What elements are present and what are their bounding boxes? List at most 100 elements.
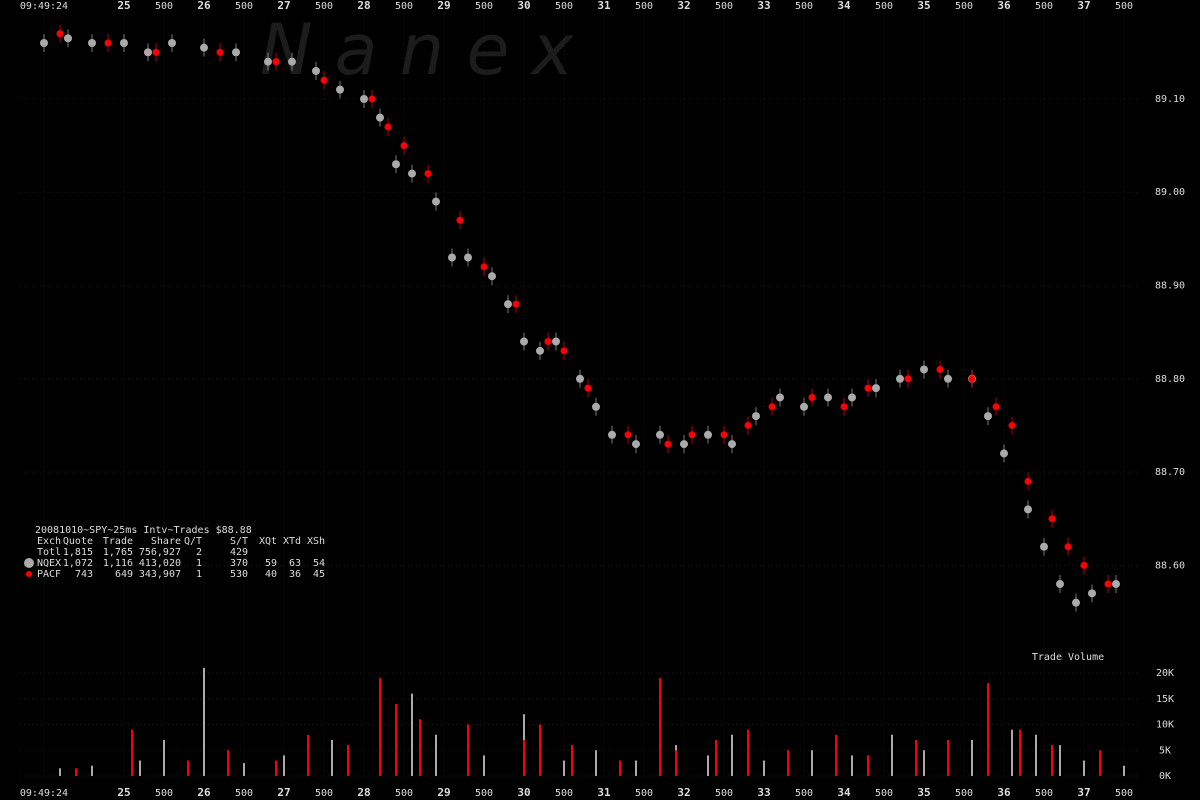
x-tick-label: 27 — [277, 786, 290, 799]
stats-cell: 649 — [115, 569, 133, 580]
volume-title: Trade Volume — [1032, 652, 1104, 663]
legend-label: NQEX — [37, 558, 61, 569]
trade-point — [824, 393, 832, 402]
trade-point — [216, 48, 224, 56]
y2-tick-label: 10K — [1156, 720, 1174, 731]
trade-point — [1104, 580, 1112, 588]
volume-bar — [947, 739, 949, 776]
x-tick-label: 500 — [875, 788, 893, 799]
trade-point — [1056, 580, 1064, 589]
stats-cell: 1,765 — [103, 547, 133, 558]
volume-bar — [915, 739, 917, 776]
trade-point — [1024, 505, 1032, 514]
volume-bar — [467, 724, 469, 776]
trade-point — [560, 347, 568, 355]
stats-cell: 40 — [265, 569, 277, 580]
trade-point — [408, 169, 416, 178]
trade-point — [848, 393, 856, 402]
x-tick-label: 500 — [395, 788, 413, 799]
stats-cell: 343,907 — [139, 569, 181, 580]
x-tick-label: 500 — [715, 1, 733, 12]
volume-bar — [523, 739, 525, 776]
trade-point — [144, 48, 152, 57]
trade-point — [968, 375, 976, 383]
trade-point — [608, 430, 616, 439]
trade-point — [728, 440, 736, 449]
volume-bar — [1019, 729, 1021, 776]
volume-bar — [1035, 734, 1037, 776]
x-tick-label: 31 — [597, 0, 611, 12]
stats-row-label: Totl — [37, 547, 61, 558]
trade-point — [376, 113, 384, 122]
trade-point — [168, 38, 176, 47]
x-tick-label: 500 — [1115, 788, 1133, 799]
trade-point — [944, 374, 952, 383]
trade-point — [448, 253, 456, 262]
x-tick-label: 32 — [677, 786, 690, 799]
x-tick-label: 500 — [475, 788, 493, 799]
x-tick-label: 500 — [555, 1, 573, 12]
trade-point — [488, 272, 496, 281]
x-tick-label: 33 — [757, 786, 770, 799]
trade-point — [464, 253, 472, 262]
x-tick-label: 25 — [117, 786, 130, 799]
trade-point — [504, 300, 512, 309]
volume-bar — [787, 750, 789, 776]
volume-bar — [867, 755, 869, 776]
trade-point — [896, 374, 904, 383]
stats-header: XQt — [259, 536, 277, 547]
x-tick-label: 500 — [1035, 1, 1053, 12]
trade-point — [400, 142, 408, 150]
trade-point — [664, 440, 672, 448]
stats-cell: 1 — [196, 558, 202, 569]
trade-point — [576, 374, 584, 383]
volume-bar — [1011, 729, 1013, 776]
x-tick-label: 25 — [117, 0, 130, 12]
x-tick-label: 26 — [197, 786, 211, 799]
stats-cell: 63 — [289, 558, 301, 569]
volume-bar — [971, 739, 973, 776]
stats-cell: 2 — [196, 547, 202, 558]
trade-point — [704, 430, 712, 439]
x-tick-label: 500 — [235, 1, 253, 12]
volume-bar — [763, 760, 765, 776]
volume-bar — [483, 755, 485, 776]
x-tick-label: 500 — [235, 788, 253, 799]
trade-point — [1088, 589, 1096, 598]
volume-bar — [379, 678, 381, 776]
trade-point — [744, 421, 752, 429]
trade-point — [936, 365, 944, 373]
x-tick-label: 35 — [917, 0, 930, 12]
volume-bar — [635, 760, 637, 776]
volume-bar — [307, 734, 309, 776]
trade-point — [872, 384, 880, 393]
trade-point — [592, 402, 600, 411]
volume-bar — [891, 734, 893, 776]
y2-tick-label: 20K — [1156, 668, 1174, 679]
trade-point — [88, 38, 96, 47]
trade-point — [40, 38, 48, 47]
legend-label: PACF — [37, 569, 61, 580]
x-tick-label: 500 — [1035, 788, 1053, 799]
trade-point — [1024, 477, 1032, 485]
volume-bar — [619, 760, 621, 776]
volume-bar — [139, 760, 141, 776]
trade-point — [776, 393, 784, 402]
stats-header: Exch — [37, 536, 61, 547]
trade-point — [768, 403, 776, 411]
volume-bar — [275, 760, 277, 776]
x-tick-label: 500 — [875, 1, 893, 12]
legend-marker — [24, 558, 34, 568]
trade-point — [360, 94, 368, 103]
volume-bar — [243, 763, 245, 776]
trade-point — [800, 402, 808, 411]
stats-header: Quote — [63, 536, 93, 547]
x-tick-label: 500 — [795, 1, 813, 12]
x-tick-label: 500 — [715, 788, 733, 799]
trade-point — [384, 123, 392, 131]
x-tick-label: 33 — [757, 0, 770, 12]
trade-point — [152, 48, 160, 56]
stats-title: 20081010~SPY~25ms Intv~Trades $88.88 — [35, 525, 252, 536]
volume-bar — [731, 734, 733, 776]
